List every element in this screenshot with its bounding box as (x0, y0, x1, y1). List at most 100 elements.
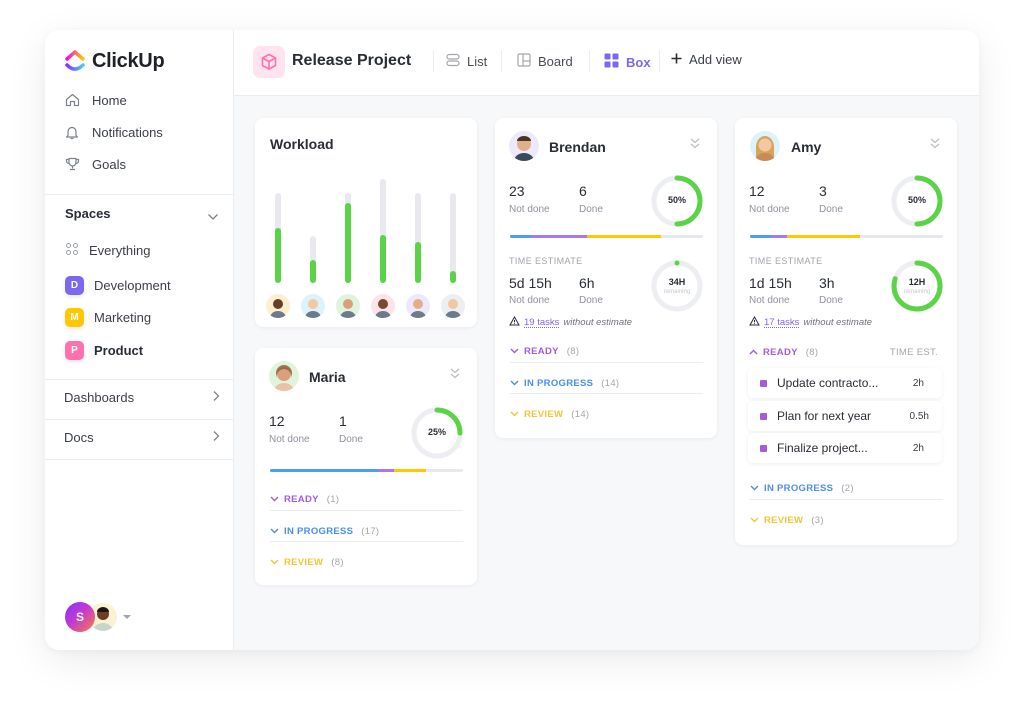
nav-docs[interactable]: Docs (64, 430, 220, 445)
add-view-button[interactable]: Add view (671, 52, 742, 67)
brendan-time-estimate-label: TIME ESTIMATE (509, 256, 583, 266)
status-divider (750, 498, 943, 500)
workload-person-avatar[interactable] (336, 294, 360, 318)
time-est-column-header: TIME EST. (889, 347, 938, 358)
maria-completion-ring: 25% (409, 405, 465, 461)
clickup-logo[interactable]: ClickUp (64, 49, 165, 73)
workload-bar[interactable] (415, 193, 421, 283)
expand-double-chevron-icon[interactable] (930, 136, 940, 154)
amy-status-in-progress[interactable]: IN PROGRESS (2) (750, 483, 854, 494)
nav-home[interactable]: Home (64, 92, 127, 108)
maria-done-label: Done (339, 434, 363, 445)
brendan-name: Brendan (549, 139, 606, 155)
chevron-right-icon (212, 430, 220, 445)
workload-person-avatar[interactable] (406, 294, 430, 318)
status-count: (8) (331, 557, 344, 568)
brendan-status-progress-bar (510, 235, 703, 238)
sidebar: ClickUp Home Notifications Goals Spaces (45, 30, 234, 650)
brendan-remaining-hours: 34H (668, 277, 686, 287)
amy-status-review[interactable]: REVIEW (3) (750, 515, 824, 526)
amy-status-ready[interactable]: READY (8) (749, 347, 818, 358)
grid-dots-icon (65, 242, 79, 259)
workload-person-avatar[interactable] (441, 294, 465, 318)
workload-bar[interactable] (275, 193, 281, 283)
amy-te-done: 3h (819, 275, 835, 291)
brendan-avatar (509, 131, 539, 161)
space-development[interactable]: D Development (65, 276, 171, 295)
space-marketing-label: Marketing (94, 310, 152, 325)
sidebar-divider (45, 379, 234, 380)
box-grid-icon (604, 53, 619, 71)
chevron-down-icon (510, 409, 519, 420)
status-count: (2) (841, 483, 854, 494)
tab-board-label: Board (538, 54, 573, 69)
brendan-te-not-done: 5d 15h (509, 275, 552, 291)
nav-dashboards[interactable]: Dashboards (64, 390, 220, 405)
brendan-percent: 50% (667, 195, 686, 205)
spaces-collapse-chevron-icon[interactable] (207, 208, 219, 226)
status-count: (3) (811, 514, 824, 526)
maria-status-in-progress[interactable]: IN PROGRESS (17) (270, 526, 379, 537)
amy-ready-label: READY (763, 347, 798, 358)
amy-te-not-done-label: Not done (749, 295, 790, 306)
chevron-up-icon (749, 347, 758, 358)
brendan-status-ready[interactable]: READY (8) (510, 346, 579, 357)
workload-bar[interactable] (450, 193, 456, 283)
expand-double-chevron-icon[interactable] (690, 136, 700, 154)
maria-percent: 25% (427, 427, 446, 437)
user-menu[interactable]: S (65, 602, 131, 632)
brendan-estimate-warning: 19 tasks without estimate (509, 315, 632, 329)
tab-box[interactable]: Box (604, 53, 651, 71)
workload-bar-fill (345, 203, 351, 283)
space-marketing[interactable]: M Marketing (65, 308, 151, 327)
status-label: REVIEW (524, 409, 564, 420)
brendan-tasks-without-estimate-link[interactable]: 19 tasks (524, 317, 560, 328)
brendan-status-review[interactable]: REVIEW (14) (510, 409, 589, 420)
workload-person-avatar[interactable] (266, 294, 290, 318)
home-icon (64, 92, 80, 108)
brendan-done-count: 6 (579, 183, 587, 199)
workload-bar[interactable] (380, 179, 386, 283)
workload-bar[interactable] (345, 193, 351, 283)
workload-card: Workload (255, 118, 477, 327)
maria-status-ready[interactable]: READY (1) (270, 494, 339, 505)
nav-goals[interactable]: Goals (64, 156, 126, 172)
task-row[interactable]: Finalize project... 2h (748, 433, 942, 463)
amy-time-estimate-label: TIME ESTIMATE (749, 256, 823, 266)
view-separator (589, 50, 590, 72)
space-product[interactable]: P Product (65, 341, 143, 360)
brendan-remaining-ring: 34H remaining (649, 258, 705, 314)
chevron-down-icon (750, 515, 759, 526)
workload-bar[interactable] (310, 236, 316, 283)
workload-person-avatar[interactable] (371, 294, 395, 318)
brendan-status-in-progress[interactable]: IN PROGRESS (14) (510, 378, 619, 389)
tab-board[interactable]: Board (517, 53, 573, 70)
amy-estimate-warning: 17 tasks without estimate (749, 315, 872, 329)
maria-status-review[interactable]: REVIEW (8) (270, 557, 344, 568)
amy-tasks-without-estimate-link[interactable]: 17 tasks (764, 317, 800, 328)
workload-bar-fill (450, 271, 456, 283)
status-divider (270, 541, 463, 542)
task-name: Update contracto... (777, 376, 879, 390)
amy-done-count: 3 (819, 183, 827, 199)
nav-dashboards-label: Dashboards (64, 390, 135, 405)
space-badge-d: D (65, 276, 84, 295)
brendan-te-done: 6h (579, 275, 595, 291)
status-count: (1) (326, 494, 340, 505)
task-estimate: 0.5h (909, 410, 929, 422)
nav-notifications[interactable]: Notifications (64, 124, 163, 140)
workload-person-avatar[interactable] (301, 294, 325, 318)
expand-double-chevron-icon[interactable] (450, 366, 460, 384)
project-cube-icon (253, 46, 285, 78)
workload-title: Workload (270, 136, 334, 152)
amy-te-not-done: 1d 15h (749, 275, 792, 291)
brendan-remaining-label: remaining (663, 289, 691, 295)
task-row[interactable]: Plan for next year 0.5h (748, 401, 942, 431)
spaces-heading: Spaces (65, 206, 111, 221)
sidebar-divider (45, 459, 234, 460)
status-square-icon (760, 379, 767, 387)
task-row[interactable]: Update contracto... 2h (748, 368, 942, 398)
user-avatar: S (65, 602, 95, 632)
space-everything[interactable]: Everything (65, 242, 150, 259)
tab-list[interactable]: List (446, 53, 487, 70)
